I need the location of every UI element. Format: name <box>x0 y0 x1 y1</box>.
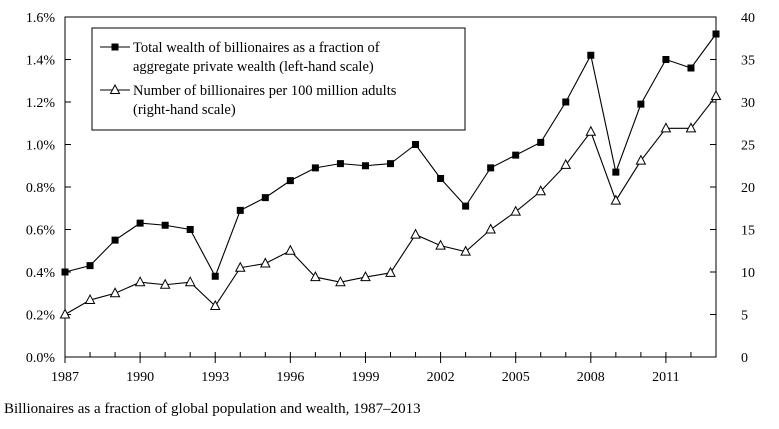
square-marker <box>587 51 595 59</box>
square-marker <box>537 138 545 146</box>
legend-triangle-marker <box>109 83 121 94</box>
line-chart: 0.0% 0.2% 0.4% 0.6% 0.8% 1.0% 1.2% 1.4% 1.6% 0 5 1… <box>26 11 755 385</box>
triangle-marker <box>109 287 121 298</box>
triangle-marker <box>410 228 421 239</box>
triangle-marker <box>685 122 697 133</box>
triangle-marker <box>259 257 271 268</box>
legend-label-count-line2: (right-hand scale) <box>133 102 236 118</box>
square-marker <box>487 164 495 172</box>
x-tick-label: 2011 <box>652 370 679 385</box>
square-marker <box>311 164 319 172</box>
x-tick-label: 2005 <box>502 370 530 385</box>
square-marker <box>336 160 344 168</box>
right-tick-label: 30 <box>741 96 755 111</box>
triangle-marker <box>59 308 71 319</box>
x-tick-label: 1999 <box>351 370 379 385</box>
square-marker <box>662 56 670 63</box>
legend-box <box>91 27 466 131</box>
triangle-marker <box>560 158 572 169</box>
right-tick-label: 0 <box>741 351 748 366</box>
triangle-marker <box>510 205 522 216</box>
right-tick-label: 20 <box>741 181 755 196</box>
square-marker <box>462 202 470 210</box>
square-marker <box>412 141 420 148</box>
triangle-marker <box>134 276 146 287</box>
legend: Total wealth of billionaires as a fracti… <box>91 27 466 131</box>
square-marker <box>111 236 119 244</box>
triangle-marker <box>710 89 722 101</box>
triangle-marker <box>285 244 296 255</box>
series-2 <box>59 89 722 319</box>
x-tick-label: 1996 <box>276 370 304 385</box>
x-tick-label: 2002 <box>427 370 455 385</box>
triangle-marker <box>159 278 171 289</box>
left-tick-label: 1.6% <box>26 11 56 26</box>
square-marker <box>712 30 720 38</box>
legend-label-wealth-line1: Total wealth of billionaires as a fracti… <box>133 40 380 56</box>
right-axis: 0 5 10 15 20 25 30 35 40 <box>710 11 755 366</box>
legend-label-wealth-line2: aggregate private wealth (left-hand scal… <box>133 59 374 75</box>
triangle-marker <box>310 271 321 282</box>
left-tick-label: 1.2% <box>26 96 56 111</box>
x-tick-label: 1990 <box>126 370 154 385</box>
left-axis: 0.0% 0.2% 0.4% 0.6% 0.8% 1.0% 1.2% 1.4% 1.6% <box>26 11 71 366</box>
square-marker <box>136 219 144 227</box>
triangle-marker <box>535 185 547 196</box>
square-marker <box>687 64 695 72</box>
series-1 <box>61 30 720 280</box>
triangle-marker <box>660 122 672 133</box>
square-marker <box>186 226 194 233</box>
triangle-marker <box>184 276 196 287</box>
left-tick-label: 1.0% <box>26 139 56 154</box>
legend-label-count-line1: Number of billionaires per 100 million a… <box>133 83 397 99</box>
square-marker <box>236 206 244 214</box>
right-tick-label: 40 <box>741 11 755 26</box>
square-marker <box>211 272 219 280</box>
left-tick-label: 0.4% <box>26 266 56 281</box>
square-marker <box>637 100 645 108</box>
right-tick-label: 5 <box>741 309 748 324</box>
square-marker <box>562 98 570 106</box>
triangle-marker <box>84 293 96 305</box>
left-tick-label: 0.2% <box>26 309 56 324</box>
series-layer <box>59 30 722 319</box>
square-marker <box>86 262 94 270</box>
x-axis: 1987 1990 1993 1996 1999 2002 2005 2008 2011 <box>51 352 717 385</box>
triangle-marker <box>335 276 346 287</box>
square-marker <box>261 194 269 202</box>
square-marker <box>286 177 294 185</box>
left-tick-label: 0.8% <box>26 181 56 196</box>
right-tick-label: 10 <box>741 266 755 281</box>
left-tick-label: 1.4% <box>26 54 56 69</box>
square-marker <box>437 175 445 182</box>
right-tick-label: 15 <box>741 224 755 239</box>
square-marker <box>512 151 520 159</box>
triangle-marker <box>610 194 622 205</box>
square-marker <box>612 168 620 176</box>
square-marker <box>161 221 169 229</box>
triangle-marker <box>460 245 471 256</box>
triangle-marker <box>209 299 221 310</box>
triangle-marker <box>360 271 371 282</box>
triangle-marker <box>485 223 496 234</box>
triangle-marker <box>635 154 647 165</box>
square-marker <box>61 268 69 276</box>
x-tick-label: 1993 <box>201 370 229 385</box>
triangle-marker <box>385 266 396 277</box>
figure-caption: Billionaires as a fraction of global pop… <box>4 401 421 417</box>
square-marker <box>387 160 394 168</box>
x-tick-label: 1987 <box>51 370 79 385</box>
triangle-marker <box>435 239 446 250</box>
left-tick-label: 0.0% <box>26 351 56 366</box>
square-marker <box>361 162 369 170</box>
triangle-marker <box>585 125 597 136</box>
right-tick-label: 35 <box>741 54 755 69</box>
triangle-marker <box>234 261 246 272</box>
right-tick-label: 25 <box>741 139 755 154</box>
left-tick-label: 0.6% <box>26 224 56 239</box>
x-tick-label: 2008 <box>577 370 605 385</box>
legend-square-marker <box>111 43 119 51</box>
